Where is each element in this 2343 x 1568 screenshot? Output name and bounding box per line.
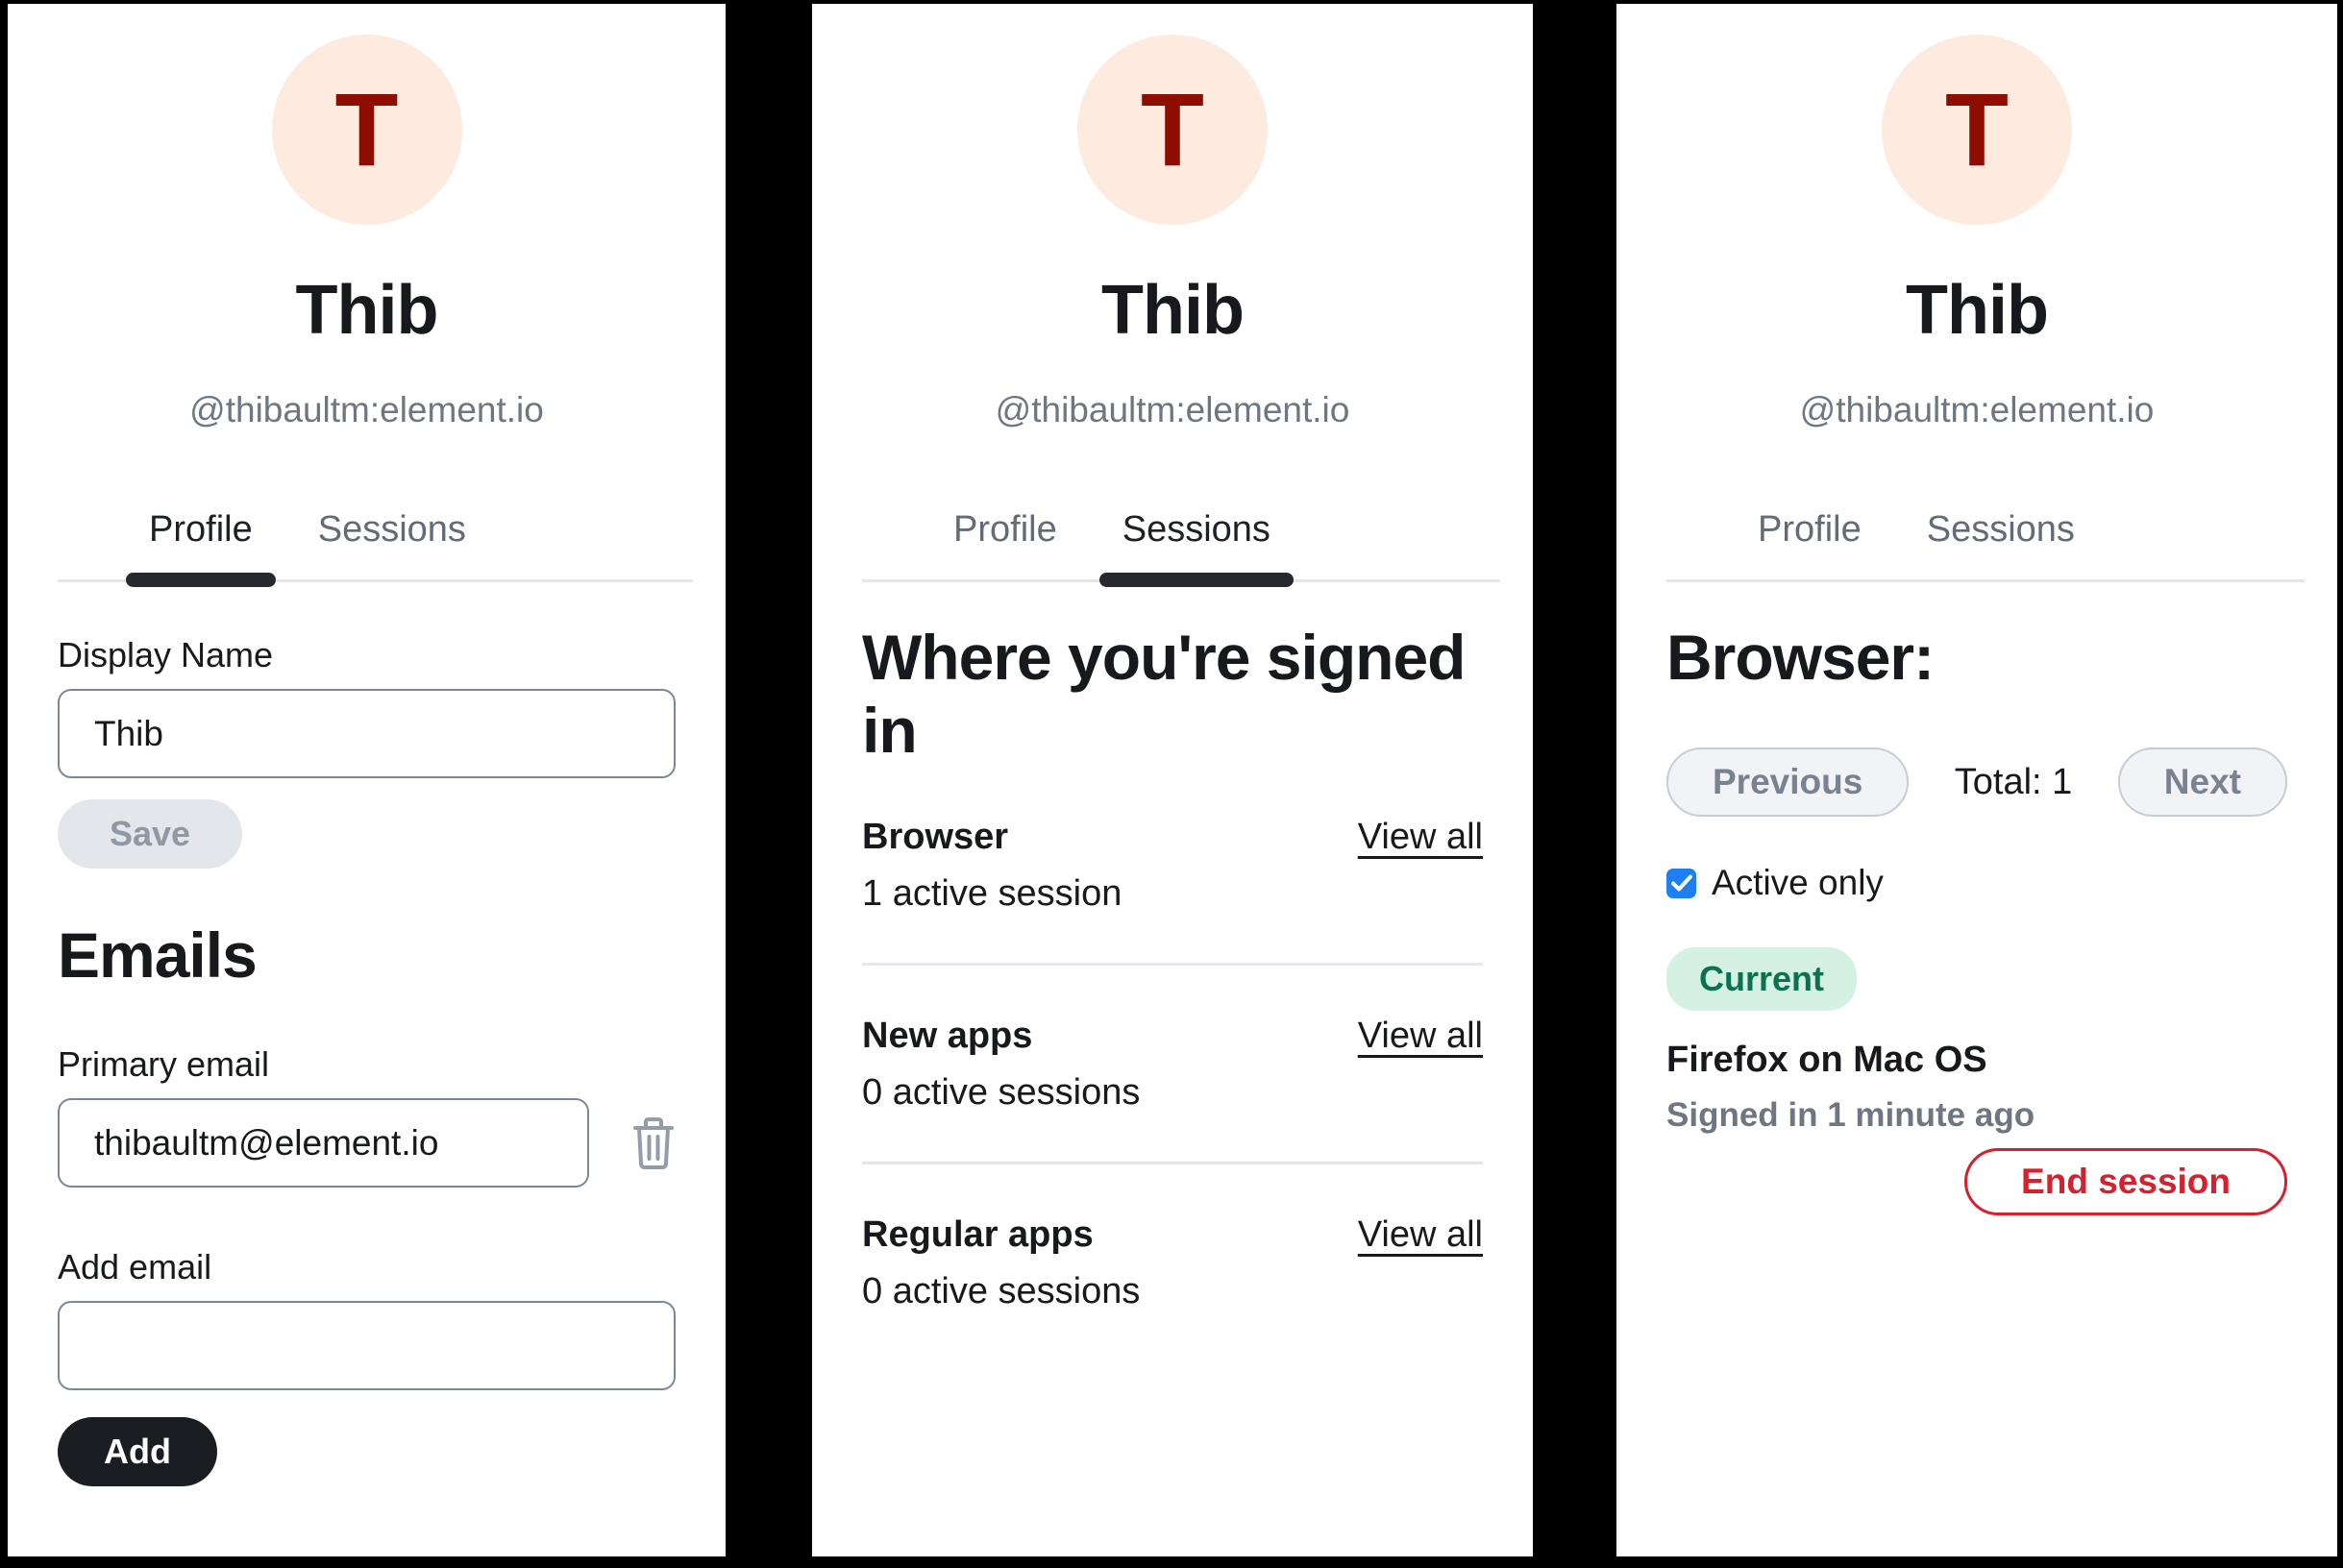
browser-sessions-panel: T Thib @thibaultm:element.io Profile Ses… bbox=[1616, 4, 2337, 1556]
display-name: Thib bbox=[1101, 272, 1245, 349]
avatar-initial: T bbox=[334, 71, 399, 187]
matrix-id: @thibaultm:element.io bbox=[189, 390, 544, 429]
display-name: Thib bbox=[295, 272, 439, 349]
display-name: Thib bbox=[1906, 272, 2049, 349]
tab-bar: Profile Sessions bbox=[58, 509, 693, 587]
delete-email-button[interactable] bbox=[631, 1116, 676, 1170]
tab-profile[interactable]: Profile bbox=[953, 509, 1057, 550]
profile-header: T Thib @thibaultm:element.io bbox=[8, 4, 726, 430]
primary-email-label: Primary email bbox=[58, 1044, 270, 1084]
category-count: 1 active session bbox=[862, 873, 1122, 914]
avatar: T bbox=[1882, 35, 2072, 225]
display-name-input[interactable] bbox=[58, 689, 676, 778]
active-only-label: Active only bbox=[1712, 863, 1884, 902]
tab-sessions[interactable]: Sessions bbox=[1926, 509, 2075, 550]
end-session-button[interactable]: End session bbox=[1964, 1148, 2287, 1215]
tab-sessions[interactable]: Sessions bbox=[1098, 509, 1295, 587]
category-title: New apps bbox=[862, 1016, 1033, 1056]
tab-bar: Profile Sessions bbox=[862, 509, 1500, 587]
previous-button[interactable]: Previous bbox=[1666, 747, 1910, 817]
next-button[interactable]: Next bbox=[2117, 747, 2287, 817]
matrix-id: @thibaultm:element.io bbox=[995, 390, 1350, 429]
emails-heading: Emails bbox=[58, 919, 258, 991]
browser-heading: Browser: bbox=[1666, 622, 1935, 693]
view-all-link[interactable]: View all bbox=[1357, 1214, 1483, 1255]
primary-email-input[interactable] bbox=[58, 1098, 589, 1188]
save-button[interactable]: Save bbox=[58, 799, 243, 869]
session-category-browser: Browser 1 active session View all bbox=[862, 767, 1483, 966]
profile-header: T Thib @thibaultm:element.io bbox=[812, 4, 1533, 430]
category-count: 0 active sessions bbox=[862, 1072, 1141, 1113]
session-category-new-apps: New apps 0 active sessions View all bbox=[862, 966, 1483, 1164]
session-device-name: Firefox on Mac OS bbox=[1666, 1040, 1987, 1080]
add-email-button[interactable]: Add bbox=[58, 1417, 217, 1486]
tab-profile[interactable]: Profile bbox=[1758, 509, 1862, 550]
view-all-link[interactable]: View all bbox=[1357, 1016, 1483, 1056]
session-category-regular-apps: Regular apps 0 active sessions View all bbox=[862, 1164, 1483, 1360]
checkbox-checked-icon bbox=[1666, 868, 1696, 898]
matrix-id: @thibaultm:element.io bbox=[1799, 390, 2155, 429]
trash-icon bbox=[631, 1116, 676, 1173]
avatar: T bbox=[271, 35, 462, 225]
add-email-input[interactable] bbox=[58, 1301, 676, 1390]
avatar: T bbox=[1077, 35, 1268, 225]
current-session-badge: Current bbox=[1666, 947, 1858, 1011]
category-count: 0 active sessions bbox=[862, 1271, 1141, 1311]
add-email-label: Add email bbox=[58, 1247, 212, 1286]
session-signed-in-time: Signed in 1 minute ago bbox=[1666, 1096, 2035, 1134]
category-title: Regular apps bbox=[862, 1214, 1094, 1255]
display-name-label: Display Name bbox=[58, 635, 274, 674]
tab-profile[interactable]: Profile bbox=[126, 509, 276, 587]
tab-bar: Profile Sessions bbox=[1666, 509, 2305, 582]
view-all-link[interactable]: View all bbox=[1357, 817, 1483, 857]
total-count: Total: 1 bbox=[1954, 761, 2073, 802]
category-title: Browser bbox=[862, 817, 1009, 857]
avatar-initial: T bbox=[1141, 71, 1204, 187]
avatar-initial: T bbox=[1945, 71, 2009, 187]
tab-sessions[interactable]: Sessions bbox=[317, 509, 466, 550]
profile-panel: T Thib @thibaultm:element.io Profile Ses… bbox=[8, 4, 726, 1556]
pagination: Previous Total: 1 Next bbox=[1666, 747, 2287, 817]
signed-in-heading: Where you're signed in bbox=[862, 622, 1467, 766]
active-only-checkbox[interactable]: Active only bbox=[1666, 863, 2287, 903]
sessions-panel: T Thib @thibaultm:element.io Profile Ses… bbox=[812, 4, 1533, 1556]
profile-header: T Thib @thibaultm:element.io bbox=[1616, 4, 2337, 430]
